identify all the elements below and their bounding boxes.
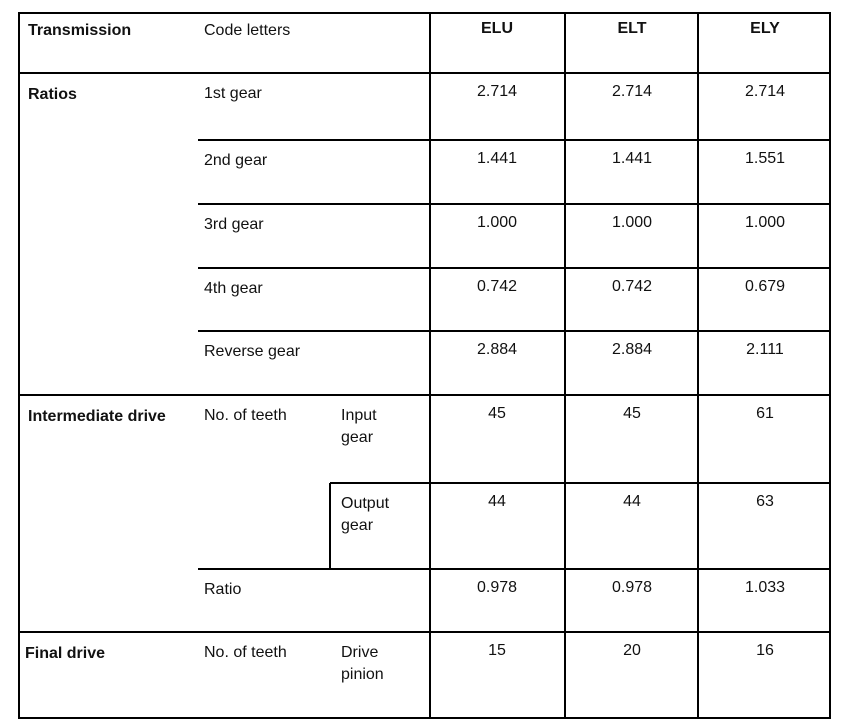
cell-value: 2.111 — [746, 341, 784, 358]
cell-value: 15 — [488, 642, 506, 659]
cell-value: 1.033 — [744, 579, 786, 596]
cell-value: 63 — [756, 493, 774, 510]
row-sublabel: Input gear — [341, 407, 377, 446]
row-label: Reverse gear — [204, 343, 301, 360]
cell-value: 61 — [756, 405, 774, 422]
row-label: No. of teeth — [204, 644, 287, 661]
row-label: 1st gear — [204, 85, 262, 102]
cell-value: 1.441 — [476, 150, 518, 167]
cell-value: 0.978 — [476, 579, 518, 596]
header-sublabel: Code letters — [204, 22, 291, 39]
cell-value: 1.000 — [611, 214, 653, 231]
cell-value: 1.441 — [611, 150, 653, 167]
cell-value: 20 — [623, 642, 641, 659]
cell-value: 1.551 — [744, 150, 786, 167]
cell-value: 45 — [488, 405, 506, 422]
outer-border — [18, 12, 831, 719]
row-sublabel: Output gear — [341, 495, 390, 534]
cell-value: 2.714 — [611, 83, 653, 100]
cell-value: 1.000 — [476, 214, 518, 231]
header-label: Transmission — [28, 22, 132, 39]
row-label: No. of teeth — [204, 407, 287, 424]
cell-value: 45 — [623, 405, 641, 422]
cell-value: 2.714 — [476, 83, 518, 100]
cell-value: 2.714 — [744, 83, 786, 100]
cell-value: 16 — [756, 642, 774, 659]
code-letter: ELU — [481, 20, 513, 37]
cell-value: 2.884 — [476, 341, 518, 358]
row-label: 2nd gear — [204, 152, 268, 169]
section-label: Ratios — [28, 86, 77, 103]
code-letter: ELT — [617, 20, 647, 37]
section-label: Final drive — [25, 645, 106, 662]
row-label: 3rd gear — [204, 216, 264, 233]
section-label: Intermediate drive — [28, 408, 166, 425]
row-sublabel: Drive pinion — [341, 644, 384, 683]
cell-value: 1.000 — [744, 214, 786, 231]
cell-value: 0.978 — [611, 579, 653, 596]
code-letter: ELY — [750, 20, 780, 37]
row-label: Ratio — [204, 581, 242, 598]
cell-value: 2.884 — [611, 341, 653, 358]
cell-value: 0.742 — [611, 278, 653, 295]
row-label: 4th gear — [204, 280, 263, 297]
cell-value: 44 — [623, 493, 641, 510]
cell-value: 0.742 — [476, 278, 518, 295]
cell-value: 0.679 — [744, 278, 786, 295]
cell-value: 44 — [488, 493, 506, 510]
